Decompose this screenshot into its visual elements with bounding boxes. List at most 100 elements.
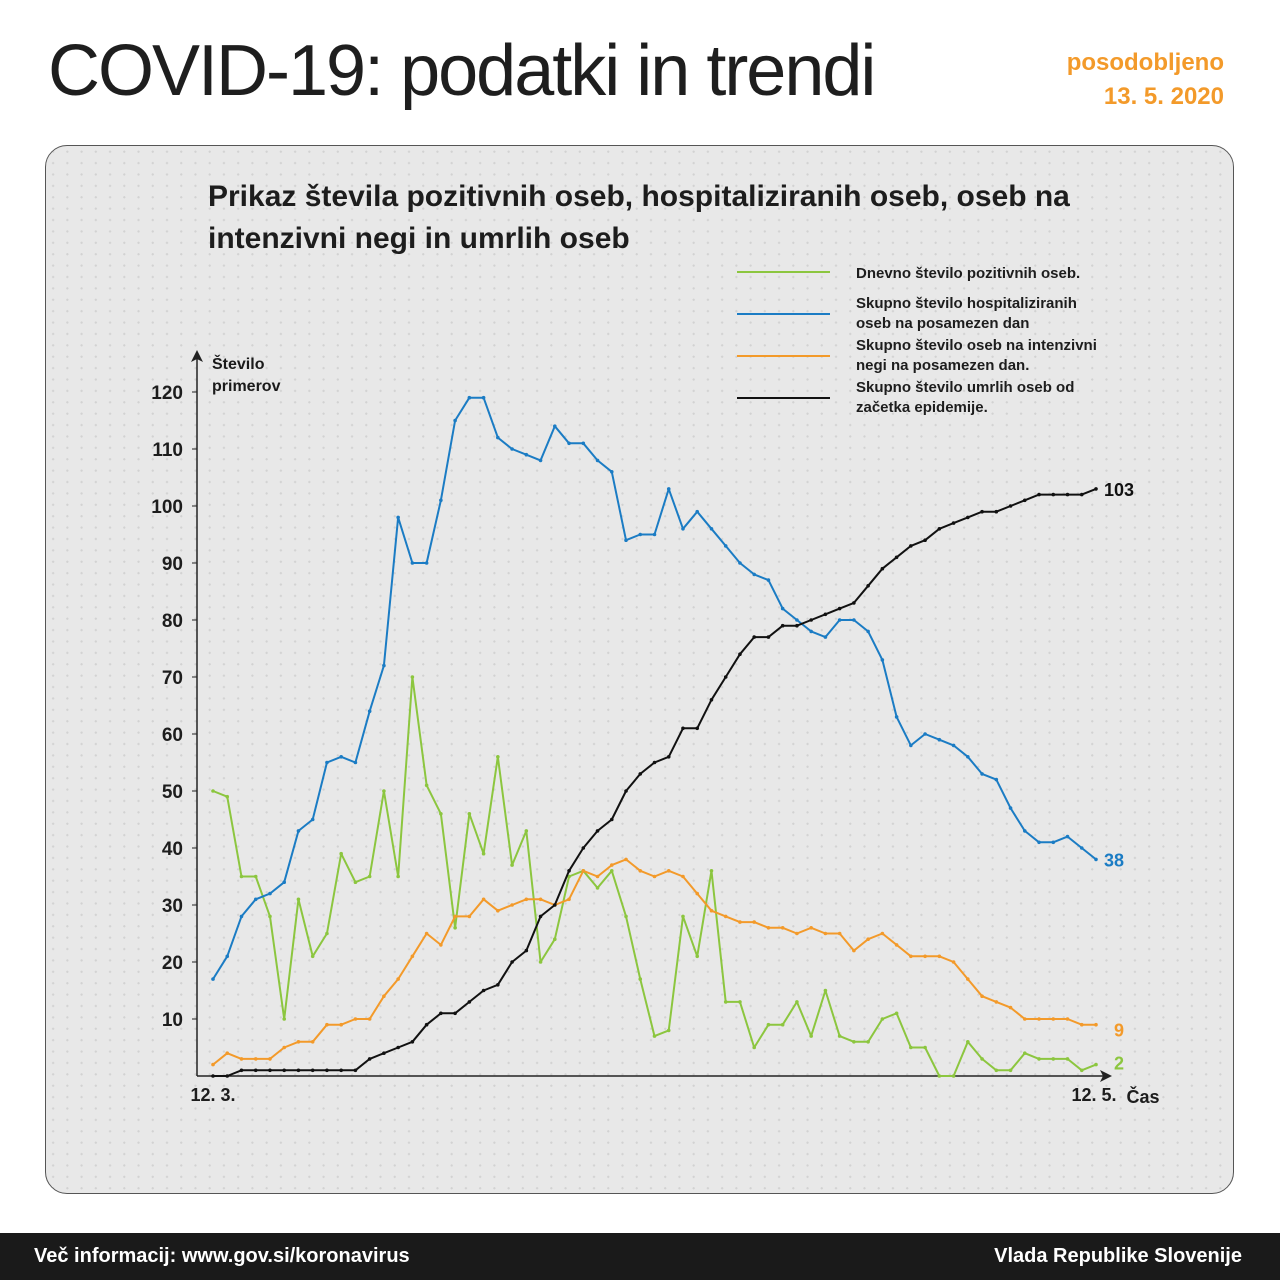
footer-info-link[interactable]: Več informacij: www.gov.si/koronavirus — [34, 1245, 410, 1267]
data-point-positive — [524, 829, 529, 833]
data-point-hospitalized — [439, 498, 443, 503]
data-point-icu — [894, 943, 899, 947]
data-point-positive — [239, 874, 244, 879]
data-point-hospitalized — [268, 891, 272, 896]
data-point-icu — [524, 897, 529, 902]
data-point-deaths — [567, 869, 571, 873]
data-point-hospitalized — [852, 618, 856, 622]
data-point-deaths — [481, 988, 486, 993]
data-point-icu — [709, 908, 714, 913]
data-point-positive — [339, 851, 343, 856]
data-point-deaths — [752, 635, 756, 639]
data-point-icu — [538, 897, 543, 902]
end-value-label-deaths: 103 — [1104, 480, 1134, 500]
data-point-positive — [923, 1045, 927, 1050]
data-point-positive — [609, 869, 614, 873]
data-point-deaths — [795, 623, 799, 628]
data-point-icu — [766, 926, 771, 930]
data-point-hospitalized — [609, 470, 614, 474]
data-point-icu — [510, 903, 514, 907]
data-point-icu — [966, 977, 970, 981]
series-line-hospitalized — [212, 396, 1097, 980]
data-point-positive — [766, 1022, 771, 1027]
x-end-label: 12. 5. — [1071, 1085, 1116, 1105]
data-point-icu — [866, 937, 870, 941]
chart-title: Prikaz števila pozitivnih oseb, hospital… — [208, 180, 1070, 255]
data-point-icu — [467, 914, 472, 919]
legend-label-deaths: Skupno število umrlih oseb od začetka ep… — [856, 379, 1075, 416]
data-point-icu — [1037, 1017, 1041, 1021]
y-tick-label: 90 — [162, 554, 183, 575]
data-point-positive — [652, 1034, 657, 1038]
data-point-hospitalized — [966, 755, 970, 759]
footer-bar: Več informacij: www.gov.si/koronavirus V… — [0, 1233, 1280, 1280]
data-point-icu — [880, 931, 885, 936]
data-point-hospitalized — [937, 737, 942, 742]
data-point-icu — [353, 1017, 358, 1021]
data-point-deaths — [823, 612, 828, 617]
data-point-deaths — [410, 1040, 415, 1044]
updated-label: posodobljeno — [1066, 49, 1224, 76]
data-point-hospitalized — [624, 538, 628, 542]
y-tick-label: 20 — [162, 953, 183, 974]
data-point-icu — [909, 954, 913, 959]
data-point-hospitalized — [909, 743, 913, 748]
data-point-hospitalized — [837, 618, 842, 622]
data-point-positive — [481, 851, 486, 856]
data-point-positive — [681, 914, 685, 919]
data-point-positive — [510, 863, 514, 867]
data-point-hospitalized — [1022, 829, 1027, 833]
data-point-icu — [1094, 1022, 1098, 1027]
data-point-deaths — [723, 675, 728, 679]
legend-label-icu: Skupno število oseb na intenzivni negi n… — [856, 337, 1097, 374]
data-point-hospitalized — [396, 515, 400, 520]
y-axis-arrow-icon — [191, 350, 203, 362]
data-point-hospitalized — [766, 578, 771, 582]
data-point-deaths — [837, 606, 842, 611]
data-point-deaths — [780, 623, 785, 628]
data-point-hospitalized — [282, 880, 287, 884]
data-point-positive — [966, 1040, 970, 1044]
data-point-icu — [852, 948, 856, 953]
data-point-deaths — [894, 555, 899, 560]
data-point-hospitalized — [780, 606, 785, 611]
data-point-positive — [624, 914, 628, 919]
data-point-positive — [553, 937, 557, 941]
data-point-icu — [823, 931, 828, 936]
data-point-positive — [496, 755, 500, 759]
data-point-icu — [296, 1040, 301, 1044]
y-tick-label: 10 — [162, 1010, 183, 1031]
data-point-deaths — [467, 1000, 472, 1004]
data-point-hospitalized — [809, 629, 813, 634]
data-point-icu — [325, 1022, 329, 1027]
data-point-positive — [666, 1028, 671, 1033]
data-point-deaths — [624, 789, 628, 793]
data-point-positive — [723, 1000, 728, 1004]
data-point-deaths — [1008, 504, 1013, 508]
data-point-deaths — [1022, 498, 1027, 503]
data-point-icu — [1065, 1017, 1070, 1021]
data-point-icu — [738, 920, 742, 924]
data-point-icu — [595, 874, 600, 879]
data-point-icu — [567, 897, 571, 902]
y-tick-label: 50 — [162, 782, 183, 803]
data-point-deaths — [439, 1011, 443, 1016]
data-point-deaths — [695, 726, 700, 731]
data-point-icu — [282, 1045, 287, 1050]
data-point-deaths — [937, 527, 942, 531]
x-axis-label: Čas — [1126, 1086, 1159, 1107]
data-point-deaths — [923, 538, 927, 542]
data-point-hospitalized — [880, 658, 885, 662]
data-point-deaths — [638, 772, 643, 776]
data-point-hospitalized — [923, 732, 927, 736]
data-point-icu — [681, 874, 685, 879]
data-point-hospitalized — [709, 527, 714, 531]
x-start-label: 12. 3. — [190, 1085, 235, 1105]
data-point-hospitalized — [666, 487, 671, 491]
data-point-hospitalized — [253, 897, 258, 902]
data-point-hospitalized — [1037, 840, 1041, 845]
data-point-hospitalized — [723, 544, 728, 548]
y-tick-label: 100 — [151, 497, 183, 518]
data-point-deaths — [538, 914, 543, 919]
data-point-icu — [795, 931, 799, 936]
